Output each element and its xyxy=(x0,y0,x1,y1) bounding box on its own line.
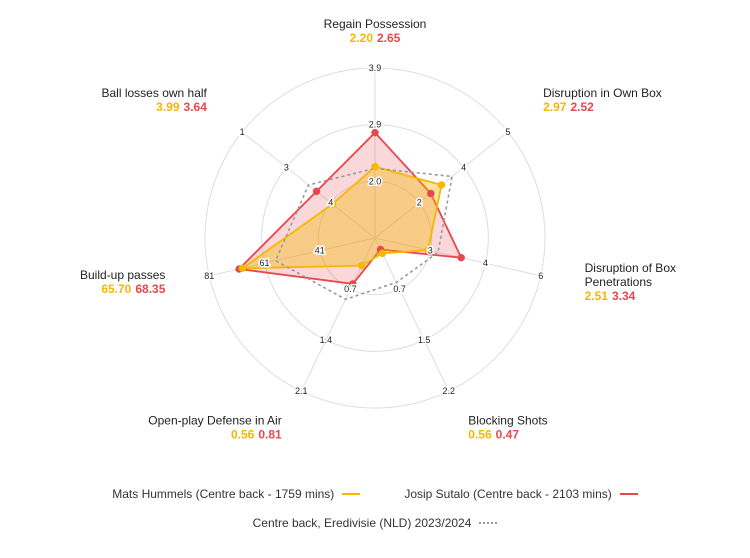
axis-value-sutalo-7: 3.64 xyxy=(184,100,208,114)
tick-label-3-1: 3 xyxy=(428,246,433,256)
legend-row-players: Mats Hummels (Centre back - 1759 mins) J… xyxy=(0,487,750,501)
axis-label-2: Disruption in Own Box xyxy=(543,86,662,100)
legend-label-benchmark: Centre back, Eredivisie (NLD) 2023/2024 xyxy=(252,516,472,530)
legend-item-hummels: Mats Hummels (Centre back - 1759 mins) xyxy=(112,487,361,501)
axis-values-6: 65.70 68.35 xyxy=(101,282,165,296)
tick-label-5-2: 1.4 xyxy=(320,335,333,345)
series-polygon-1 xyxy=(239,165,443,270)
legend-item-benchmark: Centre back, Eredivisie (NLD) 2023/2024 xyxy=(253,516,498,530)
legend-swatch-benchmark xyxy=(479,522,498,524)
axis-value-sutalo-3: 3.34 xyxy=(612,289,636,303)
tick-label-1-1: 2.0 xyxy=(369,176,382,186)
series-1-point-4 xyxy=(378,249,387,258)
axis-values-3: 2.51 3.34 xyxy=(585,289,636,303)
series-2-point-2 xyxy=(427,189,435,198)
axis-label-7: Ball losses own half xyxy=(102,86,208,100)
axis-value-sutalo-6: 68.35 xyxy=(135,282,165,296)
tick-label-3-2: 4 xyxy=(483,258,488,268)
axis-label-5: Open-play Defense in Air xyxy=(148,414,281,428)
axis-label-1: Regain Possession xyxy=(324,17,427,31)
tick-label-1-3: 3.9 xyxy=(369,63,382,73)
axis-value-hummels-3: 2.51 xyxy=(585,289,609,303)
tick-label-6-3: 81 xyxy=(204,271,214,281)
axis-label-3-line-1: Disruption of Box xyxy=(585,261,676,275)
axis-value-sutalo-5: 0.81 xyxy=(258,428,282,442)
axis-value-sutalo-2: 2.52 xyxy=(570,100,594,114)
series-1-point-3 xyxy=(424,246,432,254)
series-1-point-1 xyxy=(371,162,379,171)
grid-spoke-4 xyxy=(374,237,450,392)
series-polygon-2 xyxy=(237,131,463,285)
axis-label-4: Blocking Shots xyxy=(468,414,547,428)
series-2-point-7 xyxy=(312,187,321,196)
axis-label-6: Build-up passes xyxy=(80,268,165,282)
series-2-point-3 xyxy=(457,253,465,262)
tick-label-4-1: 0.7 xyxy=(393,284,406,294)
tick-label-7-2: 3 xyxy=(284,162,289,172)
tick-label-6-2: 61 xyxy=(260,258,270,268)
series-1-point-2 xyxy=(437,181,446,189)
axis-values-4: 0.56 0.47 xyxy=(468,428,519,442)
tick-label-7-1: 4 xyxy=(328,198,333,208)
series-1-point-7 xyxy=(328,200,337,208)
series-1-point-6 xyxy=(238,264,247,273)
axis-label-3-line-2: Penetrations xyxy=(585,275,652,289)
tick-label-4-2: 1.5 xyxy=(418,335,431,345)
legend-item-sutalo: Josip Sutalo (Centre back - 2103 mins) xyxy=(404,487,638,501)
legend-label-hummels: Mats Hummels (Centre back - 1759 mins) xyxy=(112,487,335,501)
tick-label-2-1: 2 xyxy=(417,198,422,208)
axis-values-2: 2.97 2.52 xyxy=(543,100,594,114)
tick-label-2-2: 4 xyxy=(461,162,466,172)
tick-label-1-2: 2.9 xyxy=(369,120,382,130)
axis-value-hummels-2: 2.97 xyxy=(543,100,567,114)
axis-value-hummels-5: 0.56 xyxy=(231,428,255,442)
series-1-point-5 xyxy=(357,261,366,270)
axis-value-hummels-4: 0.56 xyxy=(468,428,492,442)
series-polygon-3 xyxy=(274,167,454,301)
axis-values-5: 0.56 0.81 xyxy=(231,428,282,442)
axis-values-1: 2.20 2.65 xyxy=(350,31,401,45)
tick-label-4-3: 2.2 xyxy=(443,386,456,396)
tick-label-3-3: 6 xyxy=(538,271,543,281)
axis-value-sutalo-1: 2.65 xyxy=(377,31,401,45)
tick-label-5-3: 2.1 xyxy=(295,386,308,396)
axis-value-hummels-1: 2.20 xyxy=(350,31,374,45)
legend-row-benchmark: Centre back, Eredivisie (NLD) 2023/2024 xyxy=(0,516,750,530)
axis-value-hummels-7: 3.99 xyxy=(156,100,180,114)
axis-value-hummels-6: 65.70 xyxy=(101,282,131,296)
tick-label-7-3: 1 xyxy=(240,127,245,137)
series-2-point-1 xyxy=(371,128,379,137)
legend-swatch-sutalo xyxy=(619,493,638,495)
legend-label-sutalo: Josip Sutalo (Centre back - 2103 mins) xyxy=(404,487,612,501)
tick-label-2-3: 5 xyxy=(505,127,510,137)
legend-swatch-hummels xyxy=(342,493,361,495)
axis-values-7: 3.99 3.64 xyxy=(156,100,207,114)
axis-value-sutalo-4: 0.47 xyxy=(496,428,520,442)
series-2-point-5 xyxy=(349,280,357,288)
tick-label-6-1: 41 xyxy=(315,246,325,256)
tick-label-5-1: 0.7 xyxy=(344,284,357,294)
